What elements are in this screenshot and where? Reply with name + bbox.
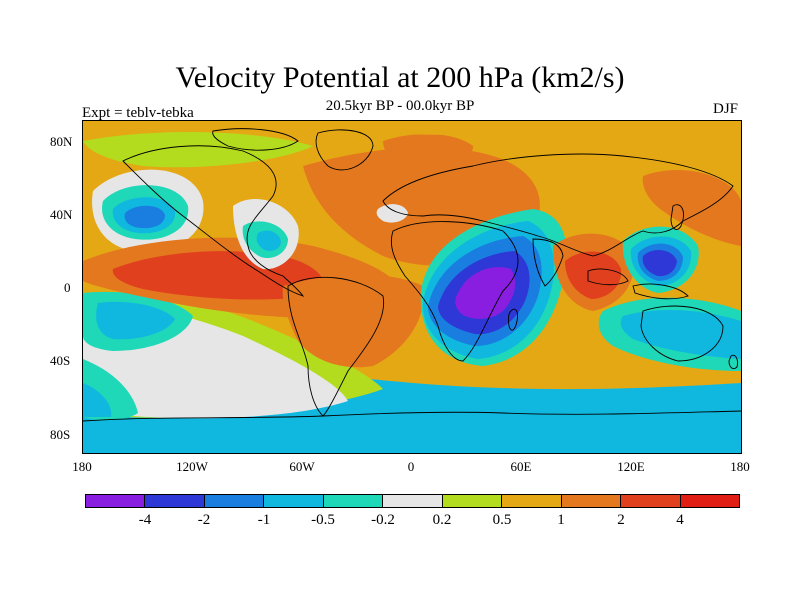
lat-label-40s: 40S [50,353,71,368]
lat-label-80n: 80N [50,134,73,149]
colorbar-label: 2 [617,512,625,528]
lon-label-60w: 60W [289,459,315,474]
coastlines [83,128,741,422]
colorbar-swatch [680,495,739,507]
colorbar-swatch [323,495,384,507]
colorbar-swatch [561,495,622,507]
colorbar-label: -0.5 [311,512,335,528]
colorbar-label: 0.2 [432,512,452,528]
colorbar-label: -4 [138,512,152,528]
contour-map [82,120,742,454]
colorbar-swatch [145,495,205,507]
lat-label-0: 0 [64,280,71,295]
lon-label-60e: 60E [510,459,532,474]
colorbar-label: 1 [557,512,565,528]
colorbar-swatch [264,495,324,507]
colorbar-swatch [204,495,265,507]
plot-subtitle: 20.5kyr BP - 00.0kyr BP [325,98,475,114]
lat-label-40n: 40N [50,207,73,222]
colorbar-swatch [621,495,681,507]
colorbar-swatch [86,495,146,507]
lon-label-120w: 120W [176,459,208,474]
lon-label-0: 0 [407,459,415,474]
colorbar-label: 0.5 [492,512,512,528]
plot-title: Velocity Potential at 200 hPa (km2/s) [175,61,625,94]
colorbar [85,494,740,508]
lon-label-180w: 180 [72,459,92,474]
colorbar-swatch [383,495,443,507]
contour-field [83,121,741,453]
lat-label-80s: 80S [50,427,71,442]
season-label: DJF [712,101,738,117]
colorbar-label: -1 [257,512,271,528]
lon-label-180e: 180 [730,459,750,474]
colorbar-swatch [502,495,562,507]
colorbar-label: -2 [197,512,211,528]
lon-label-120e: 120E [617,459,645,474]
colorbar-label: -0.2 [371,512,395,528]
experiment-label: Expt = teblv-tebka [82,105,194,121]
colorbar-swatch [442,495,503,507]
colorbar-label: 4 [676,512,684,528]
